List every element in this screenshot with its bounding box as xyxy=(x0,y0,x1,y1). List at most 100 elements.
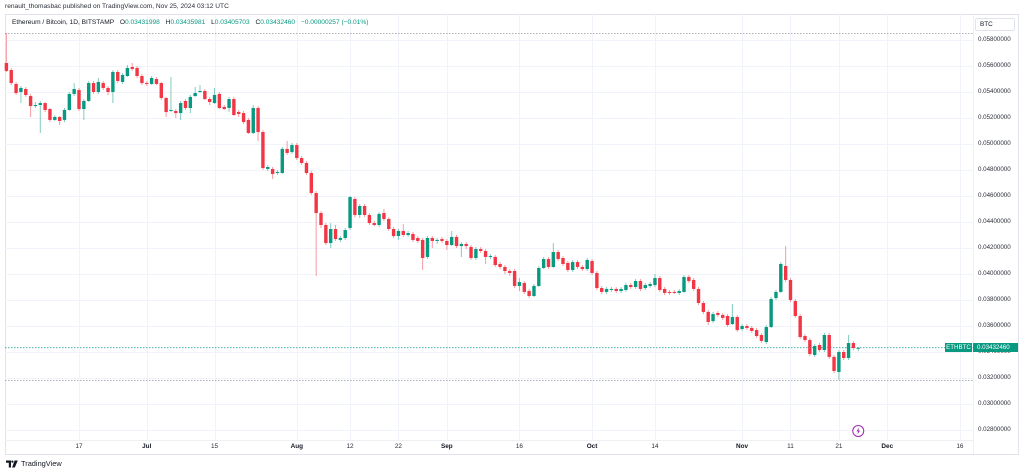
candle xyxy=(735,314,739,332)
candle-body xyxy=(493,256,497,266)
candle xyxy=(382,209,386,221)
candle-body xyxy=(135,67,139,77)
candle-body xyxy=(638,281,643,289)
candle xyxy=(750,326,754,334)
candle xyxy=(817,343,822,353)
candle-body xyxy=(149,77,154,84)
candle xyxy=(86,80,91,103)
candle xyxy=(251,105,255,134)
candle-body xyxy=(754,330,759,337)
candle-body xyxy=(469,246,473,259)
candle xyxy=(207,96,212,106)
candle-body xyxy=(672,291,677,293)
candle-body xyxy=(193,93,197,97)
candle xyxy=(48,107,52,123)
candle-body xyxy=(812,346,817,355)
candle-body xyxy=(261,132,265,169)
candle xyxy=(77,87,81,111)
candle xyxy=(145,80,149,87)
candle xyxy=(653,274,657,288)
candle xyxy=(624,282,628,292)
candle-body xyxy=(246,119,251,133)
candle-body xyxy=(178,103,183,114)
candle-body xyxy=(512,271,517,286)
last-price-tag-symbol: ETHBTC xyxy=(945,343,972,353)
candle-body xyxy=(537,268,541,286)
candle-body xyxy=(696,288,701,303)
candle-body xyxy=(130,67,134,69)
candle-body xyxy=(358,206,362,215)
candle xyxy=(532,284,536,298)
candle xyxy=(600,285,604,295)
candle-body xyxy=(440,239,444,241)
candle-body xyxy=(382,213,386,220)
candle-body xyxy=(822,334,827,351)
candle-body xyxy=(600,288,604,292)
candle-body xyxy=(72,89,76,94)
last-price-tag-value: 0.03432460 xyxy=(973,343,1018,353)
candle-body xyxy=(164,97,168,113)
grid-lines xyxy=(5,14,973,440)
candle xyxy=(227,96,231,113)
candle-body xyxy=(454,236,459,247)
candle-body xyxy=(725,315,730,325)
candle xyxy=(832,354,836,374)
candle-body xyxy=(159,83,163,98)
candle-body xyxy=(154,79,159,84)
candle-body xyxy=(479,249,483,251)
candle xyxy=(106,86,110,95)
candle xyxy=(774,289,778,301)
candle xyxy=(333,224,338,241)
candle xyxy=(33,102,38,108)
candle-body xyxy=(691,279,696,289)
currency-button[interactable]: BTC xyxy=(975,18,1015,31)
candle-body xyxy=(527,291,531,296)
candle xyxy=(53,115,57,121)
candle-body xyxy=(532,285,536,296)
legend: Ethereum / Bitcoin, 1D, BITSTAMP O0.0343… xyxy=(12,19,368,27)
publish-info: renault_thomasbac published on TradingVi… xyxy=(5,3,229,10)
candle-body xyxy=(711,314,715,322)
candle-body xyxy=(212,94,217,104)
candle-body xyxy=(91,83,96,93)
candle xyxy=(411,232,415,243)
candle-body xyxy=(14,83,18,94)
candle-body xyxy=(280,148,284,173)
candle-body xyxy=(517,282,522,286)
candle-body xyxy=(251,107,255,133)
candle xyxy=(827,333,831,360)
candle xyxy=(488,253,493,260)
candle-body xyxy=(774,291,778,299)
candle xyxy=(546,256,551,270)
candle-body xyxy=(222,106,226,110)
price-axis-label: 0.03000000 xyxy=(978,400,1011,407)
candle-body xyxy=(856,347,860,349)
candle xyxy=(9,67,13,85)
tradingview-logo[interactable]: TradingView xyxy=(6,459,62,468)
candle-body xyxy=(28,96,33,107)
candle xyxy=(290,142,294,155)
candle xyxy=(101,80,105,91)
candle xyxy=(212,87,217,104)
candle xyxy=(256,106,260,142)
candle xyxy=(464,242,468,250)
candle-body xyxy=(256,107,260,133)
candle-body xyxy=(270,168,275,175)
candle xyxy=(570,259,575,273)
candle-body xyxy=(333,229,338,240)
candle-body xyxy=(764,327,768,342)
candle-body xyxy=(508,271,512,273)
candle xyxy=(503,265,507,275)
candle xyxy=(846,334,851,361)
candle-body xyxy=(125,67,130,77)
candle-body xyxy=(846,343,851,358)
event-marker[interactable] xyxy=(852,425,865,437)
candle xyxy=(575,259,580,270)
candle-body xyxy=(740,326,744,329)
time-axis-label: Oct xyxy=(586,443,598,450)
candle xyxy=(619,287,623,293)
candle-body xyxy=(275,171,280,173)
candle-body xyxy=(735,317,739,331)
candle xyxy=(595,271,599,290)
